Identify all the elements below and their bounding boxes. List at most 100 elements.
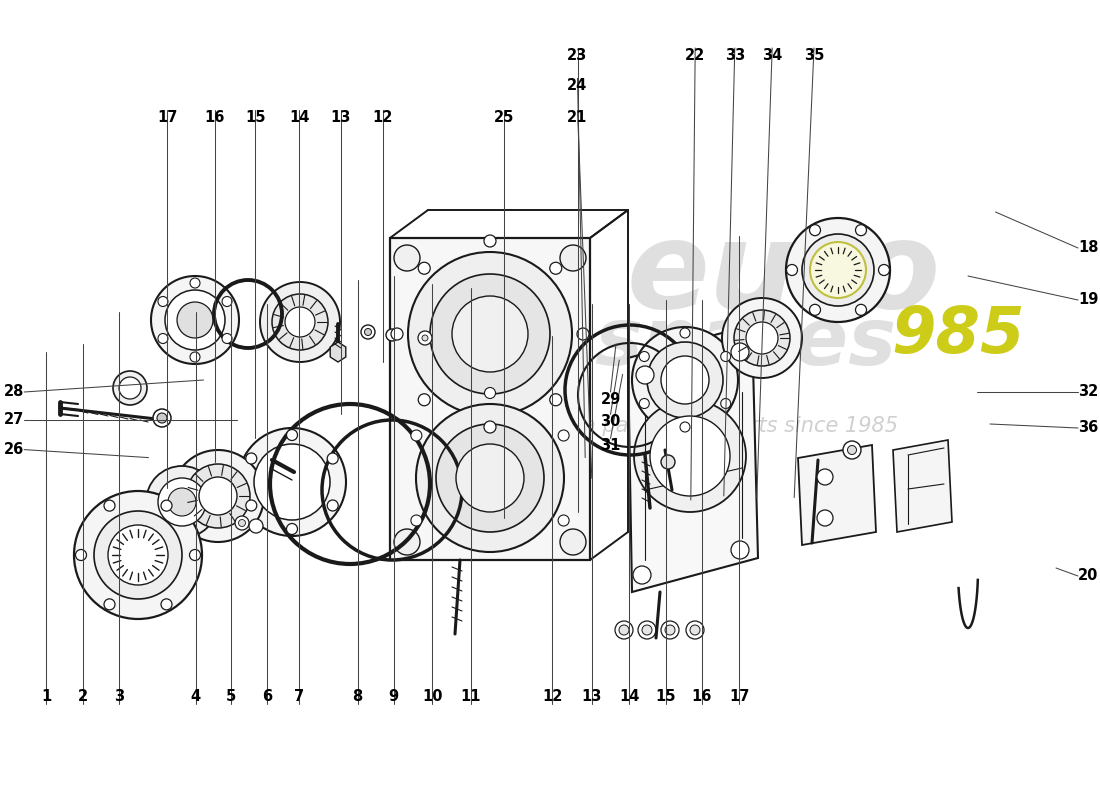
Circle shape [172,450,264,542]
Circle shape [810,304,821,315]
Circle shape [634,400,746,512]
Circle shape [418,262,430,274]
Polygon shape [628,325,758,592]
Circle shape [732,343,749,361]
Circle shape [619,625,629,635]
Circle shape [746,322,778,354]
Circle shape [810,225,821,236]
Circle shape [222,334,232,343]
Circle shape [119,377,141,399]
Circle shape [642,625,652,635]
Text: 30: 30 [601,414,620,430]
Circle shape [411,430,422,441]
Text: 20: 20 [1078,569,1099,583]
Circle shape [177,302,213,338]
Circle shape [484,421,496,433]
Circle shape [422,335,428,341]
Polygon shape [893,440,952,532]
Text: 14: 14 [289,110,309,126]
Circle shape [249,519,263,533]
Text: 8: 8 [352,689,363,704]
Circle shape [639,351,649,362]
Circle shape [146,466,218,538]
Circle shape [158,297,168,306]
Circle shape [94,511,182,599]
Circle shape [158,478,206,526]
Circle shape [186,464,250,528]
Text: 23: 23 [568,48,587,63]
Circle shape [104,500,116,511]
Circle shape [879,265,890,275]
Circle shape [560,245,586,271]
Circle shape [430,274,550,394]
Text: 26: 26 [4,442,24,457]
Circle shape [661,621,679,639]
Text: 985: 985 [891,304,1024,366]
Text: 3: 3 [113,689,124,704]
Text: 13: 13 [582,689,602,704]
Text: 13: 13 [331,110,351,126]
Circle shape [550,262,562,274]
Circle shape [680,422,690,432]
Circle shape [272,294,328,350]
Text: a passion for parts since 1985: a passion for parts since 1985 [583,416,898,436]
Circle shape [199,477,236,515]
Circle shape [843,441,861,459]
Text: 1: 1 [41,689,52,704]
Circle shape [189,550,200,561]
Circle shape [408,252,572,416]
Circle shape [802,234,874,306]
Circle shape [364,329,372,335]
Circle shape [394,529,420,555]
Circle shape [680,328,690,338]
Circle shape [190,278,200,288]
Circle shape [558,515,569,526]
Text: 28: 28 [3,385,24,399]
Text: euro: euro [627,216,942,333]
Circle shape [856,225,867,236]
Circle shape [254,444,330,520]
Circle shape [647,342,723,418]
Polygon shape [798,445,876,545]
Circle shape [165,290,226,350]
Circle shape [239,519,245,526]
Text: 35: 35 [804,48,824,63]
FancyBboxPatch shape [390,238,590,560]
Circle shape [235,516,249,530]
Circle shape [161,599,172,610]
Circle shape [661,455,675,469]
Circle shape [327,453,338,464]
Circle shape [390,328,403,340]
Circle shape [361,325,375,339]
Circle shape [661,356,710,404]
Circle shape [168,488,196,516]
Text: 14: 14 [619,689,639,704]
Circle shape [158,334,168,343]
Circle shape [484,235,496,247]
Text: 17: 17 [729,689,749,704]
Text: 2: 2 [77,689,88,704]
Text: 12: 12 [542,689,562,704]
Circle shape [734,310,790,366]
Circle shape [76,550,87,561]
Text: 31: 31 [601,438,620,454]
Circle shape [550,394,562,406]
Circle shape [686,621,704,639]
Circle shape [151,276,239,364]
Text: 34: 34 [762,48,782,63]
Circle shape [74,491,202,619]
Circle shape [810,242,866,298]
Circle shape [847,446,857,454]
Text: 16: 16 [692,689,712,704]
Circle shape [190,352,200,362]
Circle shape [690,625,700,635]
Circle shape [816,248,860,292]
Text: 15: 15 [245,110,265,126]
Circle shape [153,409,170,427]
Circle shape [632,566,651,584]
Circle shape [452,296,528,372]
Circle shape [285,307,315,337]
Circle shape [786,265,798,275]
Circle shape [327,500,338,511]
Text: 9: 9 [388,689,399,704]
